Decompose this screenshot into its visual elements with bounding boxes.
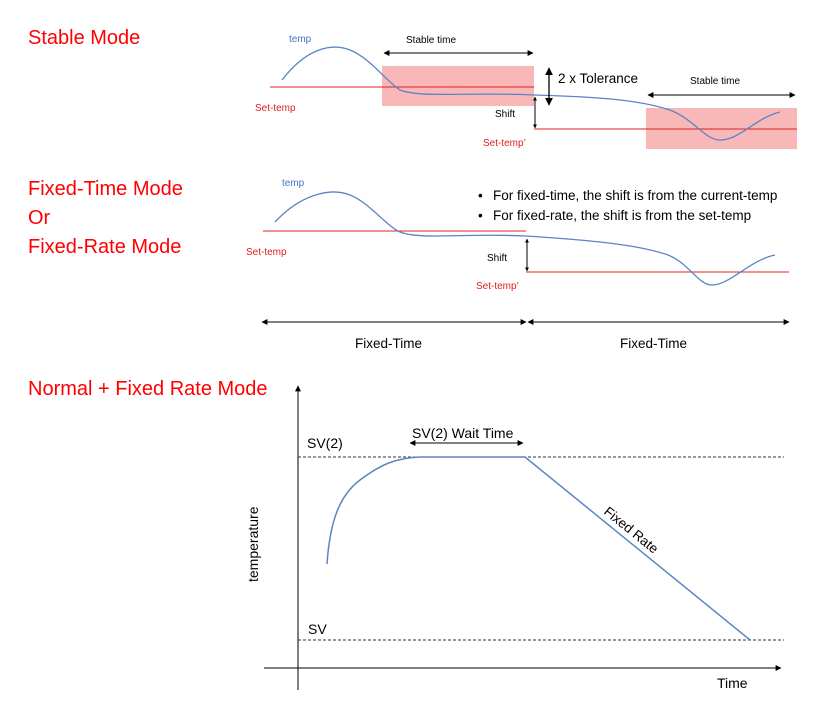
wait-time-label: SV(2) Wait Time — [412, 425, 514, 441]
x-axis-label: Time — [717, 675, 748, 691]
sv2-label: SV(2) — [307, 435, 343, 451]
set-temp-label: Set-temp — [255, 103, 296, 114]
fixed-time-label-1: Fixed-Time — [355, 336, 422, 351]
fixed-rate-label: Fixed Rate — [601, 504, 661, 557]
shift-label: Shift — [495, 109, 515, 120]
or-title: Or — [28, 207, 51, 229]
sv-label: SV — [308, 621, 327, 637]
temp-label: temp — [282, 178, 305, 189]
temp-label: temp — [289, 34, 312, 45]
y-axis-label: temperature — [245, 506, 261, 582]
fixed-rate-mode-title: Fixed-Rate Mode — [28, 236, 182, 258]
stable-mode-title: Stable Mode — [28, 27, 141, 49]
stable-time-label-2: Stable time — [690, 76, 740, 87]
set-temp-prime-label: Set-temp’ — [476, 281, 519, 292]
shift-label: Shift — [487, 253, 507, 264]
stable-time-label-1: Stable time — [406, 35, 456, 46]
temperature-curve — [281, 46, 781, 141]
normal-fixed-rate-diagram: SV(2) Wait Time SV(2) SV Time temperatur… — [245, 385, 784, 691]
mode-notes-list: For fixed-time, the shift is from the cu… — [478, 186, 777, 226]
list-item: For fixed-time, the shift is from the cu… — [478, 186, 777, 206]
fixed-mode-diagram: temp Set-temp Set-temp’ Shift Fixed-Time… — [246, 178, 790, 351]
set-temp-label: Set-temp — [246, 247, 287, 258]
fixed-time-mode-title: Fixed-Time Mode — [28, 178, 183, 200]
normal-fixed-rate-mode-title: Normal + Fixed Rate Mode — [28, 378, 268, 400]
tolerance-band-1 — [382, 66, 534, 106]
tolerance-label: 2 x Tolerance — [558, 71, 638, 86]
fixed-time-label-2: Fixed-Time — [620, 336, 687, 351]
temperature-curve — [274, 191, 776, 286]
temperature-profile-curve — [326, 456, 751, 641]
list-item: For fixed-rate, the shift is from the se… — [478, 206, 777, 226]
set-temp-prime-label: Set-temp’ — [483, 138, 526, 149]
stable-mode-diagram: temp Set-temp Set-temp’ Stable time Stab… — [255, 34, 797, 149]
